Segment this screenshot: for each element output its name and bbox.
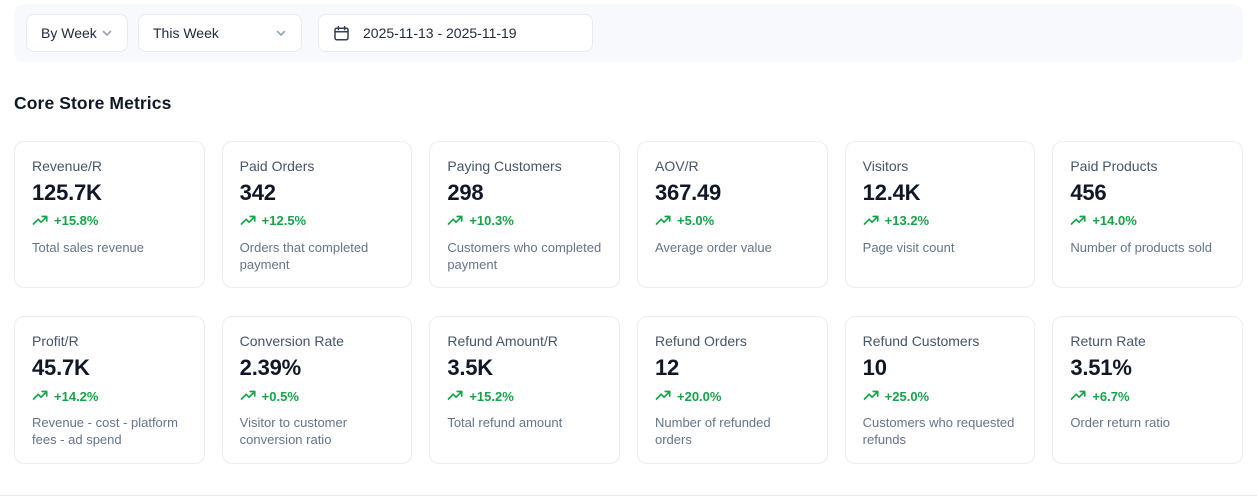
trending-up-icon: [32, 390, 48, 401]
metric-growth: +12.5%: [240, 213, 395, 229]
trending-up-icon: [240, 215, 256, 225]
period-select[interactable]: This Week: [138, 14, 302, 52]
page-title: Core Store Metrics: [14, 93, 172, 113]
metric-value: 3.5K: [447, 355, 493, 381]
chevron-down-icon: [276, 30, 286, 36]
metric-growth-value: +0.5%: [261, 388, 299, 404]
metric-title: Profit/R: [32, 333, 79, 350]
metric-card: Paying Customers 298 +10.3% Customers wh…: [429, 141, 620, 289]
metric-value: 12.4K: [862, 179, 921, 205]
metric-description: Revenue - cost - platform fees - ad spen…: [32, 415, 178, 448]
chevron-down-icon: [102, 30, 112, 36]
metric-title: Paid Products: [1070, 158, 1158, 174]
metric-card: Refund Customers 10 +25.0% Customers who…: [844, 316, 1036, 464]
trending-up-icon: [1070, 215, 1086, 225]
metric-growth-value: +15.8%: [54, 213, 99, 229]
metric-title: AOV/R: [655, 158, 699, 174]
group-by-value: By Week: [41, 25, 97, 41]
date-range-value: 2025-11-13 - 2025-11-19: [363, 25, 517, 41]
trending-up-icon: [240, 390, 256, 401]
trending-up-icon: [32, 215, 48, 225]
trending-up-icon: [447, 215, 463, 225]
metric-description: Order return ratio: [1070, 415, 1171, 431]
metric-title: Conversion Rate: [239, 333, 344, 350]
metric-growth-value: +13.2%: [884, 213, 930, 229]
metric-title: Refund Customers: [862, 333, 980, 350]
trending-up-icon: [655, 215, 671, 225]
metric-value: 298: [447, 179, 484, 205]
metrics-grid: Revenue/R 125.7K +15.8% Total sales reve…: [14, 141, 1243, 464]
trending-up-icon: [863, 390, 879, 401]
trending-up-icon: [1070, 390, 1086, 401]
metric-value: 2.39%: [239, 355, 302, 381]
metric-description: Orders that completed payment: [239, 239, 369, 273]
metric-growth-value: +20.0%: [677, 388, 722, 404]
metric-growth-value: +5.0%: [677, 213, 715, 229]
metric-growth: +14.0%: [1070, 213, 1225, 229]
metric-growth-value: +25.0%: [884, 388, 930, 404]
metric-value: 456: [1070, 179, 1107, 205]
metric-card: Paid Products 456 +14.0% Number of produ…: [1052, 141, 1243, 289]
footer: Data Period: 2025-11-12 to 2025-11-19 Gr…: [0, 494, 1257, 497]
metric-title: Revenue/R: [32, 158, 103, 174]
metric-growth-value: +6.7%: [1092, 388, 1130, 404]
filter-toolbar: By Week This Week 2025-11-13 - 2025-11-1…: [14, 4, 1243, 62]
trending-up-icon: [863, 215, 879, 225]
metric-growth: +15.2%: [447, 388, 602, 404]
metric-title: Refund Amount/R: [447, 333, 558, 350]
metric-value: 367.49: [655, 179, 722, 205]
metric-growth-value: +10.3%: [469, 213, 514, 229]
metric-growth: +10.3%: [447, 213, 602, 229]
metric-growth: +6.7%: [1070, 388, 1225, 404]
metric-description: Total sales revenue: [32, 239, 145, 255]
metric-description: Visitor to customer conversion ratio: [239, 415, 348, 448]
metric-description: Customers who requested refunds: [862, 415, 1015, 448]
metric-growth-value: +15.2%: [469, 388, 514, 404]
metric-title: Paid Orders: [239, 158, 315, 174]
metric-value: 45.7K: [32, 355, 90, 381]
metric-growth-value: +12.5%: [261, 213, 307, 229]
metric-card: Conversion Rate 2.39% +0.5% Visitor to c…: [221, 316, 413, 464]
metric-description: Page visit count: [862, 239, 955, 255]
metric-card: Return Rate 3.51% +6.7% Order return rat…: [1052, 316, 1243, 464]
metric-card: AOV/R 367.49 +5.0% Average order value: [637, 141, 828, 289]
metric-value: 12: [655, 355, 680, 381]
metric-description: Number of products sold: [1070, 239, 1212, 255]
calendar-icon: [334, 25, 349, 40]
metric-description: Average order value: [655, 239, 772, 255]
metric-growth: +20.0%: [655, 388, 810, 404]
metric-title: Refund Orders: [655, 333, 747, 350]
metric-value: 125.7K: [32, 179, 102, 205]
metric-growth: +13.2%: [863, 213, 1018, 229]
metric-card: Profit/R 45.7K +14.2% Revenue - cost - p…: [14, 316, 205, 464]
metric-card: Visitors 12.4K +13.2% Page visit count: [844, 141, 1036, 289]
group-by-select[interactable]: By Week: [26, 14, 128, 52]
metric-growth-value: +14.0%: [1092, 213, 1137, 229]
metric-description: Total refund amount: [447, 415, 563, 431]
metric-growth: +14.2%: [32, 388, 187, 404]
period-value: This Week: [153, 25, 219, 41]
metric-value: 3.51%: [1070, 355, 1132, 381]
metric-card: Refund Orders 12 +20.0% Number of refund…: [637, 316, 828, 464]
metric-description: Customers who completed payment: [447, 239, 602, 273]
metric-card: Paid Orders 342 +12.5% Orders that compl…: [221, 141, 413, 289]
metric-growth: +0.5%: [240, 388, 395, 404]
trending-up-icon: [447, 390, 463, 401]
metric-value: 10: [862, 355, 887, 381]
metric-card: Refund Amount/R 3.5K +15.2% Total refund…: [429, 316, 620, 464]
trending-up-icon: [655, 390, 671, 401]
metric-card: Revenue/R 125.7K +15.8% Total sales reve…: [14, 141, 205, 289]
date-range-picker[interactable]: 2025-11-13 - 2025-11-19: [318, 14, 593, 52]
metric-description: Number of refunded orders: [655, 415, 771, 448]
metric-growth: +5.0%: [655, 213, 810, 229]
metric-title: Visitors: [862, 158, 909, 174]
metric-title: Return Rate: [1070, 333, 1146, 350]
metric-title: Paying Customers: [447, 158, 562, 174]
metric-growth: +15.8%: [32, 213, 187, 229]
metric-growth-value: +14.2%: [54, 388, 99, 404]
metric-growth: +25.0%: [863, 388, 1018, 404]
metric-value: 342: [239, 179, 276, 205]
